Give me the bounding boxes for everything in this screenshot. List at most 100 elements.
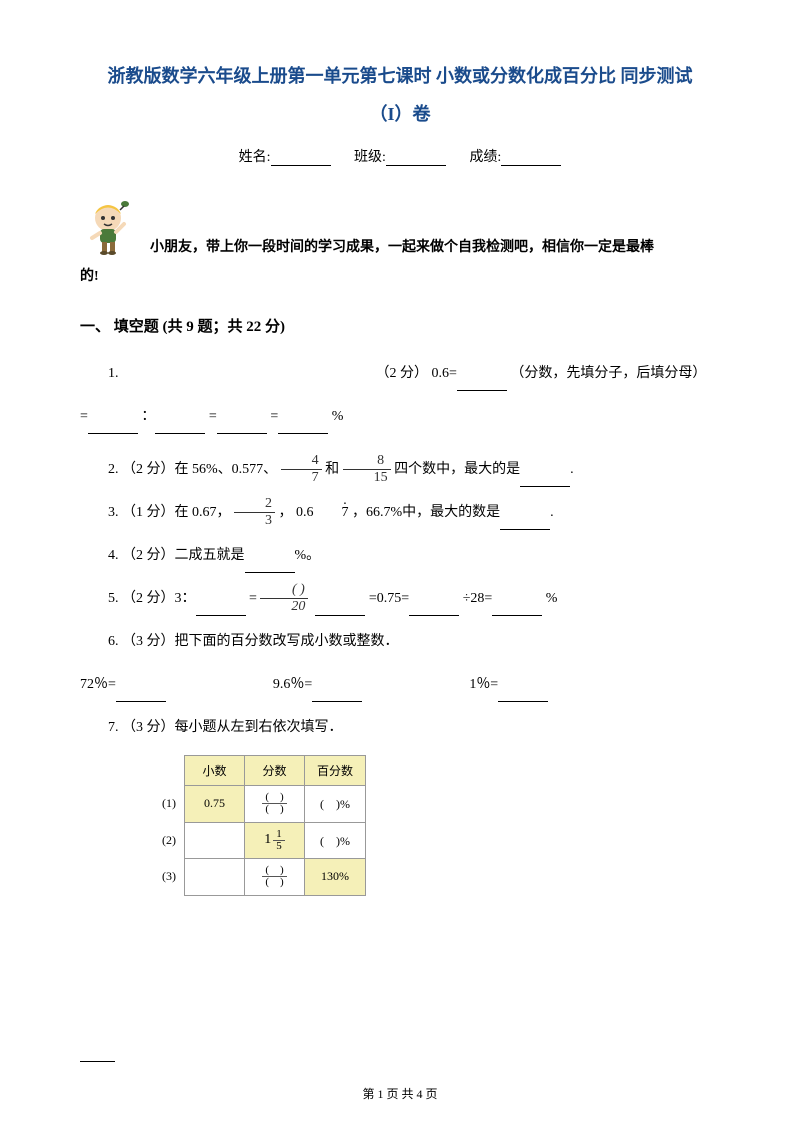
page-title-line2: （I）卷	[80, 100, 720, 126]
q6-blank-c[interactable]	[498, 688, 548, 702]
question-2: 2. （2 分）在 56%、0.577、 47 和 815 四个数中，最大的是.	[80, 452, 720, 487]
q6-b: 9.6％=	[273, 677, 312, 692]
q1-blank2[interactable]	[88, 420, 138, 434]
q5-blank1[interactable]	[196, 602, 246, 616]
q3-num: 3.	[108, 505, 119, 520]
q1-blank3[interactable]	[155, 420, 205, 434]
q7-r1c3[interactable]: ( )%	[305, 785, 366, 822]
q3-period: .	[550, 505, 554, 520]
q4-blank[interactable]	[245, 559, 295, 573]
q1-percent: %	[332, 409, 344, 424]
score-field: 成绩:	[469, 146, 561, 166]
q6-points: （3 分）	[122, 634, 175, 649]
q7-num: 7.	[108, 720, 119, 735]
q1-blank4[interactable]	[217, 420, 267, 434]
question-3: 3. （1 分）在 0.67， 23 ， 0.67 ，66.7%中，最大的数是.	[80, 495, 720, 530]
q7-r2c1[interactable]	[185, 822, 245, 858]
q2-frac2: 815	[343, 454, 391, 485]
mascot-icon	[80, 196, 140, 256]
q2-period: .	[570, 462, 574, 477]
q5-num: 5.	[108, 591, 119, 606]
intro-row: 小朋友，带上你一段时间的学习成果，一起来做个自我检测吧，相信你一定是最棒	[80, 196, 720, 256]
class-label: 班级:	[354, 150, 386, 165]
q2-mid: 和	[325, 462, 343, 477]
q5-frac: ( )20	[260, 583, 308, 614]
q7-r1c2[interactable]: ( )( )	[245, 785, 305, 822]
class-blank[interactable]	[386, 152, 446, 166]
q3-text-b: ， 0.6	[279, 505, 314, 520]
intro-text-line1: 小朋友，带上你一段时间的学习成果，一起来做个自我检测吧，相信你一定是最棒	[150, 201, 654, 256]
q7-text: 每小题从左到右依次填写．	[175, 720, 343, 735]
q7-points: （3 分）	[122, 720, 175, 735]
q3-blank[interactable]	[500, 516, 550, 530]
question-7: 7. （3 分）每小题从左到右依次填写．	[80, 710, 720, 745]
q1-text-b: （分数，先填分子，后填分母）	[510, 366, 706, 381]
q3-frac: 23	[234, 497, 275, 528]
score-blank[interactable]	[501, 152, 561, 166]
q6-num: 6.	[108, 634, 119, 649]
name-blank[interactable]	[271, 152, 331, 166]
q5-text-a: 3：	[175, 591, 196, 606]
question-5: 5. （2 分）3： = ( )20 =0.75= ÷28= %	[80, 581, 720, 616]
page-footer: 第 1 页 共 4 页	[0, 1085, 800, 1102]
q7-corner	[150, 755, 185, 785]
q3-repeat: 7	[314, 495, 349, 530]
q4-points: （2 分）	[122, 548, 175, 563]
page-title-line1: 浙教版数学六年级上册第一单元第七课时 小数或分数化成百分比 同步测试	[80, 60, 720, 92]
q4-suffix: %。	[295, 548, 321, 563]
student-info-row: 姓名: 班级: 成绩:	[80, 146, 720, 166]
class-field: 班级:	[354, 146, 446, 166]
q5-percent: %	[546, 591, 558, 606]
q1-eq2: =	[209, 409, 217, 424]
q5-eq1: =	[249, 591, 260, 606]
q3-points: （1 分）	[122, 505, 175, 520]
q6-text: 把下面的百分数改写成小数或整数．	[175, 634, 399, 649]
q1-blank5[interactable]	[278, 420, 328, 434]
q3-text-c: ，66.7%中，最大的数是	[352, 505, 500, 520]
q2-points: （2 分）	[122, 462, 175, 477]
section-title: 一、 填空题 (共 9 题；共 22 分)	[80, 315, 720, 336]
q5-blank2[interactable]	[315, 602, 365, 616]
q7-table-wrap: 小数 分数 百分数 (1) 0.75 ( )( ) ( )% (2) 115 (…	[150, 755, 720, 896]
q1-colon: ：	[141, 409, 155, 424]
q2-frac1: 47	[281, 454, 322, 485]
q3-text-a: 在 0.67，	[175, 505, 231, 520]
q7-h2: 分数	[245, 755, 305, 785]
question-1-line2: = ： = = %	[80, 399, 720, 434]
q6-c: 1％=	[469, 677, 498, 692]
q7-r3c1[interactable]	[185, 858, 245, 895]
q7-rl3: (3)	[150, 858, 185, 895]
q2-text-b: 四个数中，最大的是	[394, 462, 520, 477]
q5-blank4[interactable]	[492, 602, 542, 616]
q4-text: 二成五就是	[175, 548, 245, 563]
q7-r3c3: 130%	[305, 858, 366, 895]
q1-num: 1.	[108, 366, 119, 381]
q7-rl1: (1)	[150, 785, 185, 822]
q4-num: 4.	[108, 548, 119, 563]
q2-num: 2.	[108, 462, 119, 477]
q6-a: 72％=	[80, 677, 116, 692]
q5-points: （2 分）	[122, 591, 175, 606]
intro-text-line2: 的!	[80, 264, 720, 289]
q7-r3c2[interactable]: ( )( )	[245, 858, 305, 895]
q1-eq1: =	[80, 409, 88, 424]
q7-h1: 小数	[185, 755, 245, 785]
name-field: 姓名:	[239, 146, 331, 166]
q6-blank-b[interactable]	[312, 688, 362, 702]
q7-rl2: (2)	[150, 822, 185, 858]
q7-table: 小数 分数 百分数 (1) 0.75 ( )( ) ( )% (2) 115 (…	[150, 755, 366, 896]
q7-r2c2: 115	[245, 822, 305, 858]
q1-blank1[interactable]	[457, 377, 507, 391]
q1-points: （2 分）	[376, 366, 429, 381]
q5-text-b: =0.75=	[369, 591, 409, 606]
q6-blank-a[interactable]	[116, 688, 166, 702]
q5-text-c: ÷28=	[463, 591, 493, 606]
q2-blank[interactable]	[520, 473, 570, 487]
q5-blank3[interactable]	[409, 602, 459, 616]
q7-r2c3[interactable]: ( )%	[305, 822, 366, 858]
q7-h3: 百分数	[305, 755, 366, 785]
q1-text-a: 0.6=	[432, 366, 457, 381]
question-6: 6. （3 分）把下面的百分数改写成小数或整数．	[80, 624, 720, 659]
question-4: 4. （2 分）二成五就是 %。	[80, 538, 720, 573]
question-6-line2: 72％= 9.6％= 1％=	[80, 667, 720, 702]
